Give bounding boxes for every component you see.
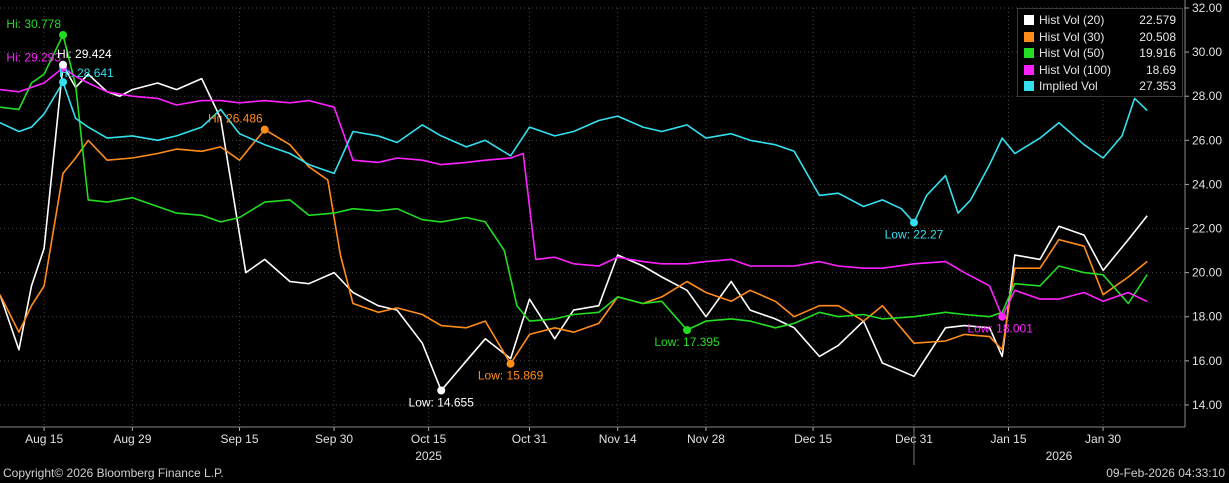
x-tick-label: Nov 14 (599, 432, 637, 446)
legend-swatch (1024, 64, 1034, 75)
legend-swatch (1024, 15, 1034, 26)
legend-series-name: Implied Vol (1039, 79, 1098, 94)
series-lines (0, 34, 1148, 392)
extreme-marker (59, 30, 68, 39)
extreme-label: Low: 14.655 (409, 396, 475, 410)
extreme-label: Low: 22.27 (885, 228, 944, 242)
year-label: 2025 (415, 449, 442, 463)
legend-swatch (1024, 31, 1034, 42)
series-line-3 (0, 66, 1148, 318)
y-tick-label: 26.00 (1192, 133, 1222, 147)
x-tick-label: Dec 15 (794, 432, 832, 446)
extreme-label: Hi: 30.778 (6, 17, 61, 31)
extreme-label: Low: 15.869 (478, 369, 544, 383)
extreme-label: Hi: 28.641 (59, 66, 114, 80)
legend-series-name: Hist Vol (50) (1039, 46, 1105, 61)
legend: Hist Vol (20) 22.579 Hist Vol (30) 20.508 Hi… (1017, 8, 1183, 97)
x-tick-label: Oct 15 (411, 432, 447, 446)
legend-item: Hist Vol (30) 20.508 (1024, 29, 1176, 46)
extreme-label: Hi: 29.424 (57, 47, 112, 61)
y-tick-label: 22.00 (1192, 222, 1222, 236)
x-tick-label: Nov 28 (687, 432, 725, 446)
x-tick-label: Sep 30 (315, 432, 353, 446)
extreme-label: Hi: 29.293 (6, 51, 61, 65)
legend-series-value: 18.69 (1145, 62, 1176, 77)
legend-series-name: Hist Vol (20) (1039, 13, 1105, 28)
extreme-marker (437, 386, 446, 395)
y-tick-label: 28.00 (1192, 89, 1222, 103)
x-axis: Aug 15 Aug 29 Sep 15 Sep 30 Oct 15 Oct 31 Nov … (0, 426, 1185, 465)
x-tick-label: Aug 29 (113, 432, 151, 446)
extreme-label: Hi: 26.486 (208, 112, 263, 126)
y-axis: 14.00 16.00 18.00 20.00 22.00 24.00 26.00 28.00… (1184, 0, 1222, 427)
extreme-label: Low: 17.395 (654, 335, 720, 349)
x-tick-label: Jan 30 (1085, 432, 1121, 446)
extreme-marker (998, 312, 1007, 321)
legend-swatch (1024, 48, 1034, 59)
y-tick-label: 24.00 (1192, 177, 1222, 191)
y-tick-label: 20.00 (1192, 266, 1222, 280)
y-tick-label: 14.00 (1192, 398, 1222, 412)
legend-series-value: 19.916 (1139, 46, 1176, 61)
grid-lines (0, 7, 1185, 427)
legend-item: Hist Vol (100) 18.69 (1024, 62, 1176, 79)
legend-item: Hist Vol (20) 22.579 (1024, 12, 1176, 29)
year-label: 2026 (1046, 449, 1073, 463)
y-tick-label: 16.00 (1192, 354, 1222, 368)
legend-item: Implied Vol 27.353 (1024, 78, 1176, 95)
y-tick-label: 30.00 (1192, 45, 1222, 59)
x-tick-label: Jan 15 (990, 432, 1026, 446)
extreme-marker (59, 60, 68, 69)
extreme-label: Low: 18.001 (968, 322, 1034, 336)
legend-series-value: 27.353 (1139, 79, 1176, 94)
extreme-marker (506, 359, 515, 368)
series-line-1 (0, 128, 1148, 365)
timestamp-text: 09-Feb-2026 04:33:10 (1106, 466, 1225, 480)
extreme-marker (260, 125, 269, 134)
x-tick-label: Aug 15 (25, 432, 63, 446)
x-tick-label: Oct 31 (512, 432, 548, 446)
legend-series-name: Hist Vol (30) (1039, 29, 1105, 44)
y-tick-label: 32.00 (1192, 1, 1222, 15)
extreme-marker (683, 326, 692, 335)
x-tick-label: Sep 15 (220, 432, 258, 446)
legend-item: Hist Vol (50) 19.916 (1024, 45, 1176, 62)
legend-series-value: 20.508 (1139, 29, 1176, 44)
legend-swatch (1024, 81, 1034, 92)
series-line-2 (0, 34, 1148, 331)
extreme-marker (909, 218, 918, 227)
y-tick-label: 18.00 (1192, 310, 1222, 324)
series-line-4 (0, 81, 1148, 224)
extreme-marker (59, 78, 68, 87)
copyright-text: Copyright© 2026 Bloomberg Finance L.P. (3, 466, 224, 480)
series-line-0 (0, 64, 1148, 392)
legend-series-name: Hist Vol (100) (1039, 62, 1112, 77)
legend-series-value: 22.579 (1139, 13, 1176, 28)
